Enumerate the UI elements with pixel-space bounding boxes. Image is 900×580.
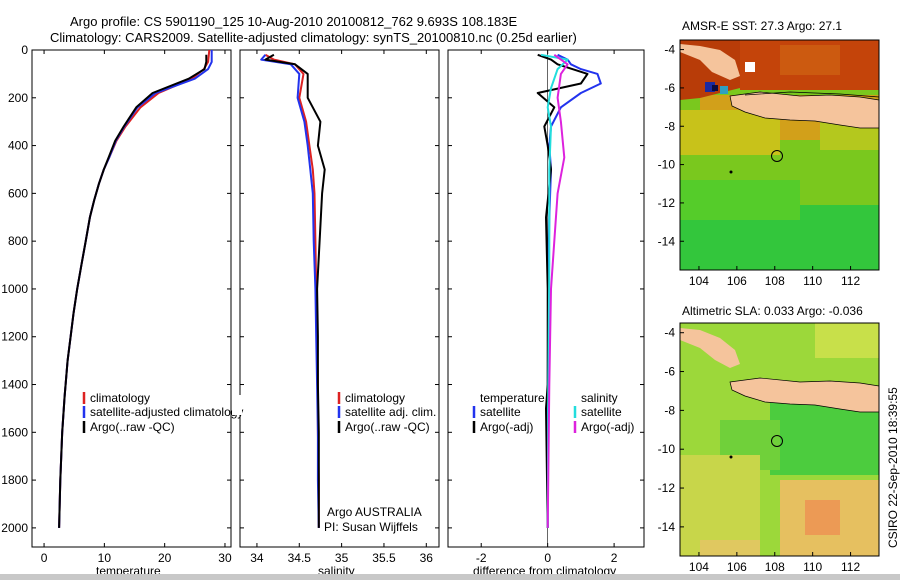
temperature-legend: climatology satellite-adjusted climatolo… xyxy=(82,391,243,434)
x-tick-label: 0 xyxy=(544,551,551,565)
salinity-annotation-line2: PI: Susan Wijffels xyxy=(324,520,418,534)
legend-label-sal-argo: Argo(-adj) xyxy=(581,420,634,434)
map-x-tick-label: 106 xyxy=(727,274,747,288)
sst-map-ticks: 104 106 108 110 112 -4 -6 -8 -10 -12 -14 xyxy=(658,43,861,288)
legend-label-argo: Argo(..raw -QC) xyxy=(345,420,430,434)
series-line-salinity-satellite xyxy=(540,53,569,528)
x-tick-label: 0 xyxy=(41,551,48,565)
x-tick-label: 34.5 xyxy=(288,551,312,565)
x-tick-label: 35 xyxy=(335,551,349,565)
legend-label-argo: Argo(..raw -QC) xyxy=(90,420,175,434)
map-y-tick-label: -4 xyxy=(664,326,675,340)
y-tick-label: 0 xyxy=(21,43,28,57)
legend-label-temp-satellite: satellite xyxy=(480,405,521,419)
legend-label-climatology: climatology xyxy=(345,391,405,405)
sst-map-image xyxy=(680,40,879,270)
map-y-tick-label: -12 xyxy=(658,196,676,210)
legend-label-temp-argo: Argo(-adj) xyxy=(480,420,533,434)
map-y-tick-label: -10 xyxy=(658,158,676,172)
y-tick-label: 1400 xyxy=(1,378,28,392)
temperature-series xyxy=(58,50,213,528)
x-tick-label: 10 xyxy=(98,551,112,565)
temperature-ticks: 0 200 400 600 800 1000 1200 1400 1600 1800 2000 0 10… xyxy=(1,43,232,565)
y-tick-label: 1000 xyxy=(1,282,28,296)
map-x-tick-label: 112 xyxy=(841,274,860,288)
sst-map-frame xyxy=(679,39,880,271)
horizontal-scrollbar[interactable] xyxy=(0,574,900,580)
legend-label-satellite: satellite-adjusted climatology xyxy=(90,405,243,419)
map-y-tick-label: -6 xyxy=(664,81,675,95)
map-y-tick-label: -10 xyxy=(658,442,676,456)
y-tick-label: 200 xyxy=(8,91,28,105)
series-line-climatology xyxy=(264,53,320,528)
difference-series xyxy=(536,50,602,547)
salinity-ticks: 34 34.5 35 35.5 36 xyxy=(240,49,439,565)
difference-axes-frame xyxy=(447,49,645,548)
x-tick-label: 35.5 xyxy=(372,551,396,565)
difference-ticks: -2 0 2 xyxy=(448,49,644,565)
series-line-argo-raw-qc xyxy=(264,53,326,528)
y-tick-label: 1600 xyxy=(1,425,28,439)
credit-text: CSIRO 22-Sep-2010 18:39:55 xyxy=(886,387,900,548)
legend-label-sal-satellite: satellite xyxy=(581,405,622,419)
x-tick-label: 34 xyxy=(250,551,264,565)
difference-legend: temperature satellite Argo(-adj) salinit… xyxy=(472,391,634,434)
y-tick-label: 1200 xyxy=(1,330,28,344)
temperature-axes-frame xyxy=(31,49,232,548)
sla-map-frame xyxy=(679,322,880,557)
x-tick-label: 36 xyxy=(420,551,434,565)
series-line-temperature-argo-adj xyxy=(536,53,589,528)
map-y-tick-label: -6 xyxy=(664,365,675,379)
map-y-tick-label: -14 xyxy=(658,520,676,534)
y-tick-label: 2000 xyxy=(1,521,28,535)
salinity-legend: climatology satellite adj. clim. Argo(..… xyxy=(337,391,436,434)
y-tick-label: 1800 xyxy=(1,473,28,487)
map-x-tick-label: 108 xyxy=(765,274,785,288)
map-y-tick-label: -4 xyxy=(664,43,675,57)
y-tick-label: 800 xyxy=(8,234,28,248)
series-line-satellite-adjusted-climatology xyxy=(58,50,213,528)
map-x-tick-label: 106 xyxy=(727,560,747,574)
map-x-tick-label: 110 xyxy=(803,560,822,574)
map-x-tick-label: 112 xyxy=(841,560,860,574)
map-x-tick-label: 104 xyxy=(689,560,709,574)
x-tick-label: 2 xyxy=(611,551,618,565)
sla-map-image xyxy=(680,323,879,556)
x-tick-label: 20 xyxy=(158,551,172,565)
x-tick-label: -2 xyxy=(476,551,487,565)
series-line-argo-raw-qc xyxy=(58,54,208,528)
sst-map-title: AMSR-E SST: 27.3 Argo: 27.1 xyxy=(682,19,842,33)
map-x-tick-label: 104 xyxy=(689,274,709,288)
y-tick-label: 400 xyxy=(8,139,28,153)
figure-title-line1: Argo profile: CS 5901190_125 10-Aug-2010… xyxy=(70,14,518,29)
sla-map-ticks: 104 106 108 110 112 -4 -6 -8 -10 -12 -14 xyxy=(658,326,861,574)
series-line-salinity-argo-adj xyxy=(546,53,569,528)
temperature-xlabel: temperature xyxy=(96,564,161,574)
series-line-climatology xyxy=(58,50,211,528)
salinity-series xyxy=(260,53,326,528)
legend-title-salinity: salinity xyxy=(581,391,618,405)
y-tick-label: 600 xyxy=(8,186,28,200)
x-tick-label: 30 xyxy=(218,551,232,565)
map-y-tick-label: -12 xyxy=(658,481,676,495)
series-line-temperature-satellite xyxy=(546,53,602,528)
map-x-tick-label: 108 xyxy=(765,560,785,574)
difference-xlabel: difference from climatology xyxy=(473,564,616,574)
salinity-axes-frame xyxy=(239,49,440,548)
legend-label-climatology: climatology xyxy=(90,391,150,405)
salinity-annotation-line1: Argo AUSTRALIA xyxy=(327,505,422,519)
series-line-satellite-adj-clim xyxy=(260,54,320,528)
figure-title-line2: Climatology: CARS2009. Satellite-adjuste… xyxy=(50,30,577,45)
map-y-tick-label: -14 xyxy=(658,234,676,248)
map-x-tick-label: 110 xyxy=(803,274,822,288)
legend-title-temperature: temperature xyxy=(480,391,545,405)
legend-label-satellite: satellite adj. clim. xyxy=(345,405,436,419)
sla-map-title: Altimetric SLA: 0.033 Argo: -0.036 xyxy=(682,304,863,318)
map-y-tick-label: -8 xyxy=(664,119,675,133)
salinity-xlabel: salinity xyxy=(318,564,355,574)
map-y-tick-label: -8 xyxy=(664,403,675,417)
